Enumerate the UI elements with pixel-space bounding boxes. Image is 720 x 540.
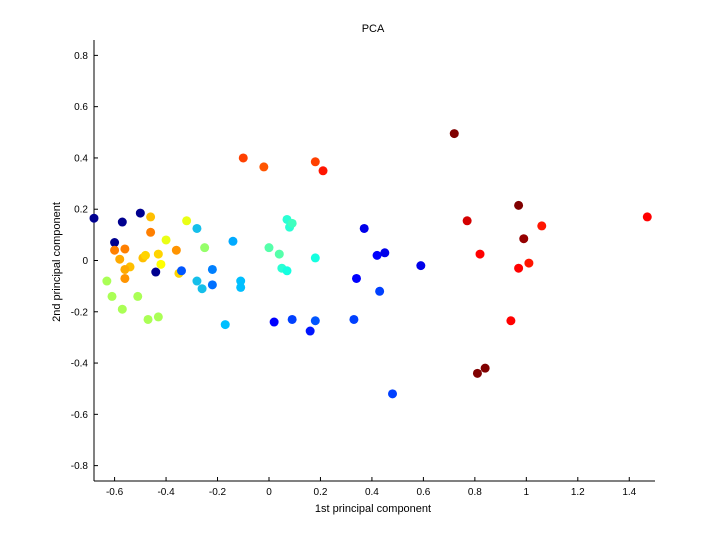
data-point: [182, 216, 192, 226]
x-ticks: -0.6 -0.4 -0.2 0 0.2 0.4 0.6 0.8 1 1.2 1.4: [106, 477, 637, 498]
data-point: [115, 254, 125, 264]
data-point: [305, 326, 315, 336]
data-point: [120, 244, 130, 254]
data-point: [310, 157, 320, 167]
data-point: [259, 162, 269, 172]
x-tick-label: 1.2: [571, 487, 585, 498]
data-point: [269, 317, 279, 327]
x-tick-label: 1.4: [622, 487, 636, 498]
data-point: [110, 245, 120, 255]
data-point: [176, 266, 186, 276]
data-point: [156, 259, 166, 269]
data-point: [120, 264, 130, 274]
data-point: [388, 389, 398, 399]
data-point: [449, 129, 459, 139]
data-point: [171, 245, 181, 255]
data-point: [110, 238, 120, 248]
x-tick-label: -0.2: [209, 487, 227, 498]
data-point: [133, 291, 143, 301]
x-tick-label: 0.8: [468, 487, 482, 498]
y-tick-label: -0.6: [71, 410, 89, 421]
data-point: [161, 235, 171, 245]
data-point: [372, 250, 382, 260]
data-point: [140, 250, 150, 260]
x-tick-label: 1: [524, 487, 530, 498]
data-point: [153, 249, 163, 259]
x-tick-label: 0.4: [365, 487, 379, 498]
data-point: [146, 212, 156, 222]
data-point: [274, 249, 284, 259]
chart-title: PCA: [362, 23, 385, 35]
y-tick-label: -0.8: [71, 461, 89, 472]
data-point: [351, 273, 361, 283]
data-point: [514, 200, 524, 210]
data-point: [192, 223, 202, 233]
data-point: [416, 261, 426, 271]
data-point: [236, 276, 246, 286]
data-point: [153, 312, 163, 322]
data-point: [238, 153, 248, 163]
data-point: [349, 314, 359, 324]
data-point: [462, 216, 472, 226]
data-point: [287, 218, 297, 228]
data-point: [200, 243, 210, 253]
data-point: [506, 316, 516, 326]
data-point: [519, 234, 529, 244]
data-point: [107, 291, 117, 301]
data-point: [151, 267, 161, 277]
x-tick-label: -0.4: [157, 487, 175, 498]
data-point: [120, 273, 130, 283]
data-point: [287, 314, 297, 324]
data-point: [537, 221, 547, 231]
data-point: [524, 258, 534, 268]
data-point: [318, 166, 328, 176]
data-point: [207, 264, 217, 274]
data-point: [228, 236, 238, 246]
data-point: [359, 223, 369, 233]
data-point: [197, 284, 207, 294]
data-point: [236, 282, 246, 292]
data-point: [310, 316, 320, 326]
data-point: [207, 280, 217, 290]
y-tick-label: 0.8: [74, 51, 88, 62]
axes: -0.6 -0.4 -0.2 0 0.2 0.4 0.6 0.8 1 1.2 1.4 -0.8-0.…: [71, 40, 655, 498]
data-point: [264, 243, 274, 253]
data-point: [117, 304, 127, 314]
data-point: [220, 320, 230, 330]
y-tick-label: 0.6: [74, 102, 88, 113]
x-tick-label: 0.2: [314, 487, 328, 498]
y-tick-label: 0.4: [74, 153, 88, 164]
data-point: [514, 263, 524, 273]
y-axis-title: 2nd principal component: [51, 202, 63, 322]
y-tick-label: -0.4: [71, 359, 89, 370]
x-tick-label: 0.6: [416, 487, 430, 498]
data-point: [89, 213, 99, 223]
data-point: [472, 368, 482, 378]
data-point: [143, 314, 153, 324]
x-axis-title: 1st principal component: [315, 503, 431, 515]
y-tick-label: -0.2: [71, 307, 89, 318]
y-tick-label: 0.2: [74, 205, 88, 216]
data-point: [480, 363, 490, 373]
data-point: [117, 217, 127, 227]
y-tick-label: 0: [82, 256, 88, 267]
data-points: [89, 129, 652, 399]
data-point: [475, 249, 485, 259]
y-ticks: -0.8 -0.6 -0.4 -0.2 0 0.2 0.4 0.6 0.8: [71, 51, 98, 472]
data-point: [135, 208, 145, 218]
data-point: [102, 276, 112, 286]
data-point: [146, 227, 156, 237]
x-tick-label: -0.6: [106, 487, 124, 498]
data-point: [380, 248, 390, 258]
data-point: [192, 276, 202, 286]
data-point: [310, 253, 320, 263]
data-point: [642, 212, 652, 222]
x-tick-label: 0: [266, 487, 272, 498]
data-point: [375, 286, 385, 296]
data-point: [282, 266, 292, 276]
